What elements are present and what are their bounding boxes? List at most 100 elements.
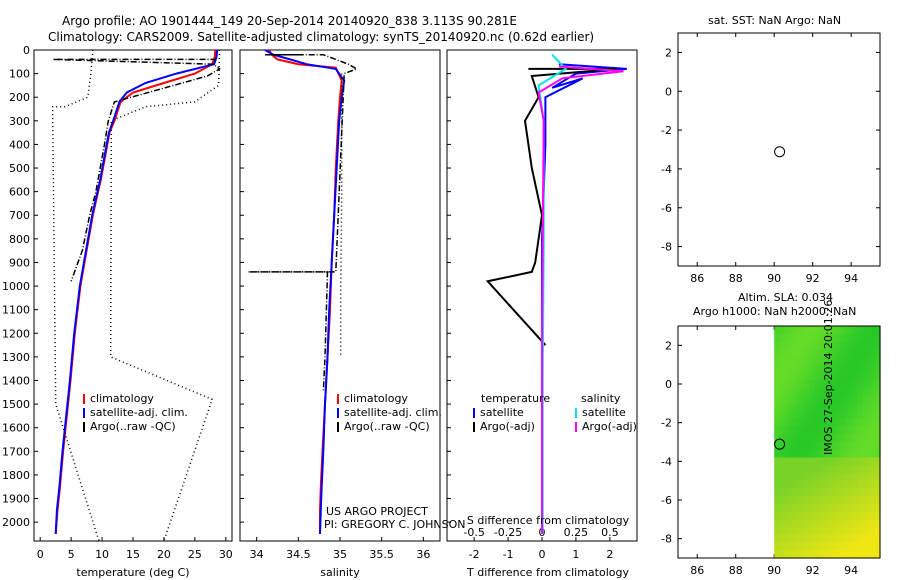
- sla-ytick-label-0: 2: [665, 339, 672, 352]
- sla-cell: [853, 480, 859, 489]
- sst-xtick-label-4: 94: [844, 272, 858, 285]
- sla-cell: [844, 488, 850, 497]
- sla-cell: [831, 496, 837, 505]
- sla-cell: [778, 550, 784, 559]
- sla-cell: [866, 426, 872, 435]
- sla-cell: [822, 534, 828, 544]
- sla-cell: [853, 457, 859, 466]
- sla-cell: [875, 511, 881, 520]
- sla-cell: [849, 449, 855, 458]
- sla-cell: [822, 480, 828, 489]
- sla-cell: [862, 488, 868, 497]
- sla-cell: [805, 527, 811, 536]
- sla-cell: [871, 496, 877, 505]
- sla-cell: [809, 411, 815, 420]
- sla-cell: [853, 542, 859, 551]
- sla-cell: [791, 434, 797, 443]
- sla-cell: [853, 356, 859, 366]
- sla-cell: [849, 356, 855, 366]
- sla-cell: [796, 496, 802, 505]
- sla-cell: [858, 550, 863, 559]
- sla-cell: [871, 519, 877, 528]
- sla-cell: [805, 426, 811, 435]
- sla-cell: [818, 372, 824, 381]
- sla-cell: [871, 333, 877, 342]
- sla-cell: [813, 442, 819, 451]
- sla-cell: [831, 488, 837, 497]
- temperature-series-4: [109, 49, 221, 542]
- sla-cell: [862, 418, 868, 428]
- sla-cell: [800, 434, 806, 443]
- sla-cell: [853, 527, 859, 536]
- sla-cell: [774, 496, 780, 505]
- sla-cell: [787, 527, 793, 536]
- sla-cell: [875, 418, 881, 428]
- sla-cell: [813, 457, 819, 466]
- sla-cell: [875, 519, 881, 528]
- sla-cell: [831, 442, 837, 451]
- sla-cell: [796, 380, 802, 389]
- sla-cell: [858, 326, 863, 335]
- sla-cell: [805, 550, 811, 559]
- sla-cell: [818, 534, 824, 544]
- depth-tick-label-13: 1300: [2, 351, 30, 364]
- sla-cell: [871, 380, 877, 389]
- sla-cell: [809, 372, 815, 381]
- sla-cell: [818, 480, 824, 489]
- sla-cell: [853, 442, 859, 451]
- sla-cell: [796, 550, 802, 559]
- sla-cell: [827, 550, 833, 559]
- sla-cell: [818, 326, 824, 335]
- sla-cell: [805, 333, 811, 342]
- sla-cell: [840, 341, 846, 350]
- depth-tick-label-7: 700: [9, 209, 30, 222]
- sla-cell: [835, 503, 841, 513]
- sla-cell: [827, 534, 833, 544]
- sla-cell: [800, 449, 806, 458]
- sla-cell: [858, 333, 863, 342]
- sla-cell: [778, 418, 784, 428]
- sla-cell: [778, 442, 784, 451]
- sla-cell: [866, 542, 872, 551]
- sla-cell: [827, 326, 833, 335]
- sla-cell: [809, 364, 815, 373]
- sla-cell: [805, 457, 811, 466]
- pi-label: PI: GREGORY C. JOHNSON: [324, 518, 466, 531]
- sla-cell: [840, 511, 846, 520]
- sla-cell: [827, 372, 833, 381]
- sla-cell: [827, 511, 833, 520]
- sla-cell: [831, 380, 837, 389]
- sla-cell: [844, 426, 850, 435]
- sla-cell: [831, 395, 837, 404]
- sst-axes: [677, 32, 881, 267]
- sla-cell: [783, 403, 788, 412]
- sla-cell: [800, 349, 806, 358]
- sla-cell: [862, 457, 868, 466]
- sla-cell: [796, 356, 802, 366]
- sla-cell: [813, 403, 819, 412]
- sla-cell: [822, 395, 828, 404]
- sla-cell: [853, 380, 859, 389]
- sla-cell: [805, 480, 811, 489]
- sla-cell: [822, 449, 828, 458]
- sla-cell: [783, 511, 788, 520]
- sla-cell: [800, 480, 806, 489]
- sla-cell: [875, 426, 881, 435]
- sla-cell: [858, 511, 863, 520]
- sla-cell: [809, 387, 815, 397]
- temperature-series-3: [51, 49, 100, 542]
- sla-cell: [871, 442, 877, 451]
- sla-cell: [858, 503, 863, 513]
- sla-cell: [866, 418, 872, 428]
- sla-cell: [844, 465, 850, 474]
- sla-cell: [809, 333, 815, 342]
- sla-ytick-label-4: -6: [661, 494, 672, 507]
- sla-cell: [783, 480, 788, 489]
- sla-cell: [853, 511, 859, 520]
- temperature-axes: [33, 49, 233, 542]
- sla-cell: [809, 503, 815, 513]
- sla-cell: [818, 434, 824, 443]
- sla-cell: [787, 326, 793, 335]
- sla-cell: [809, 550, 815, 559]
- sla-cell: [791, 442, 797, 451]
